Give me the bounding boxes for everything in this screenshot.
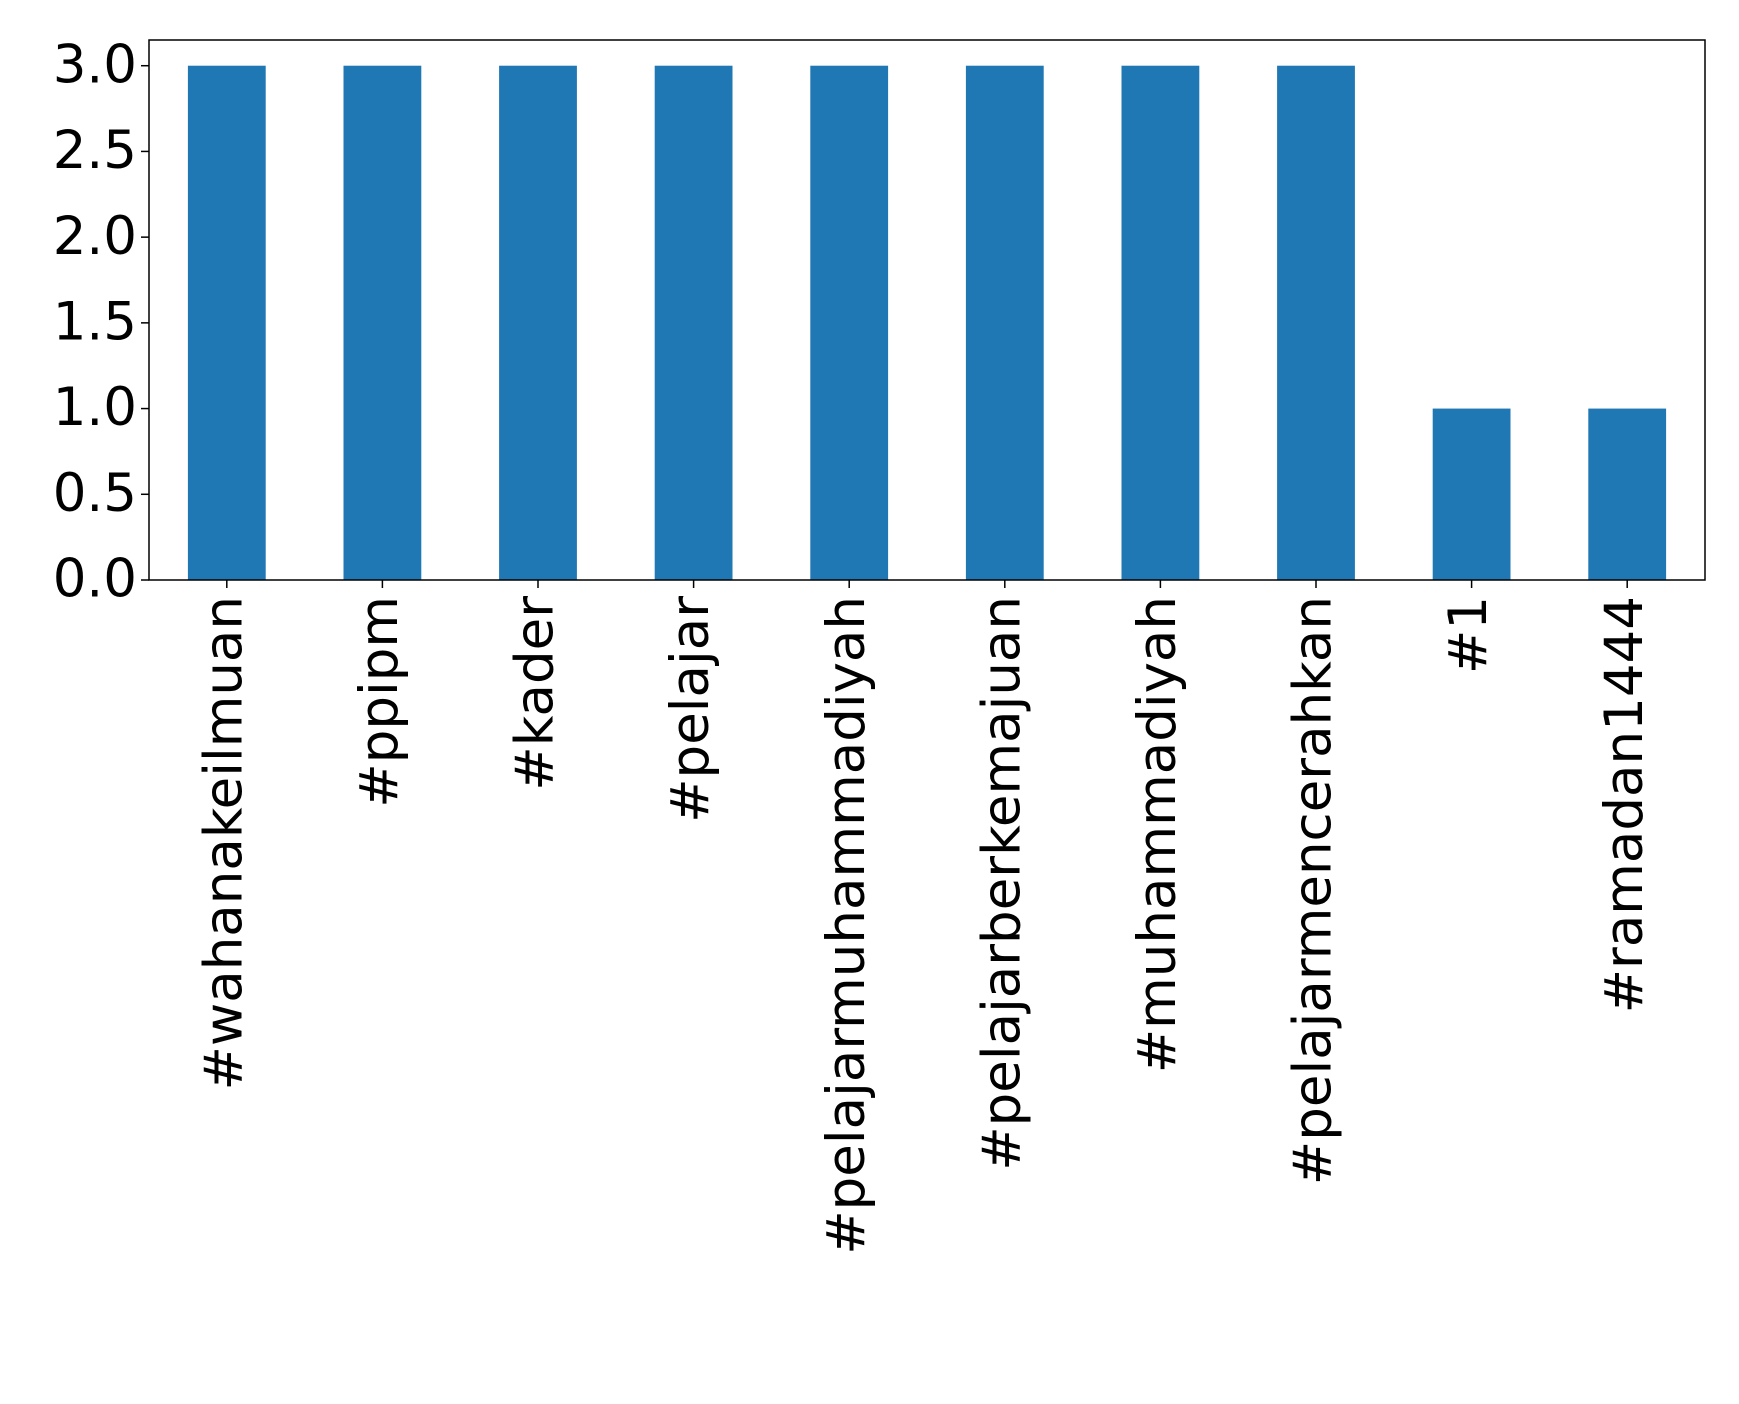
y-tick-label: 0.0 [53,549,137,610]
y-tick-label: 3.0 [53,34,137,95]
bar [499,65,577,580]
bar [343,65,422,580]
x-tick-label: #muhammadiyah [1127,596,1188,1073]
x-tick-label: #ppipm [349,596,410,808]
y-tick-label: 2.5 [53,120,137,181]
x-tick-label: #1 [1438,596,1499,674]
x-tick-label: #ramadan1444 [1594,596,1655,1013]
y-tick-label: 1.5 [53,291,137,352]
bar [965,65,1044,580]
y-tick-label: 0.5 [53,463,137,524]
x-tick-label: #wahanakeilmuan [193,596,254,1091]
bar [1588,408,1667,580]
y-tick-label: 1.0 [53,377,137,438]
x-tick-label: #pelajar [660,596,721,823]
plot-frame [148,39,1706,581]
bar [1432,408,1511,580]
x-tick-label: #pelajarmencerahkan [1283,596,1344,1185]
bar [1277,65,1355,580]
bar [654,65,733,580]
x-tick-label: #pelajarberkemajuan [971,596,1032,1171]
bar [1121,65,1200,580]
x-tick-label: #kader [505,596,566,791]
x-tick-label: #pelajarmuhammadiyah [816,596,877,1255]
y-tick-label: 2.0 [53,206,137,267]
bar [187,65,266,580]
bar [810,65,889,580]
